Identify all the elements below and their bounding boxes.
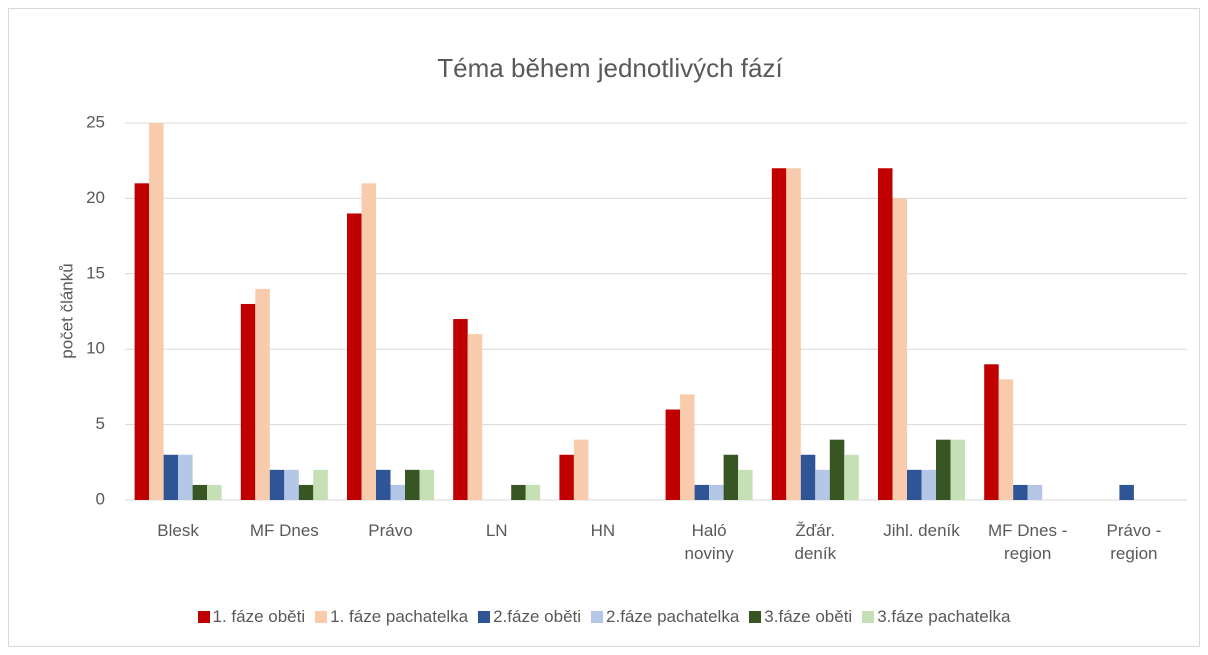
legend-label: 3.fáze oběti [764,607,853,626]
bar [298,484,314,500]
x-tick-label: Jihl. deník [883,521,960,540]
x-tick-label: HN [590,521,616,540]
y-tick-label: 20 [86,188,105,207]
bar [984,364,999,500]
legend-item: 1. fáze oběti [197,607,306,627]
bar [694,484,710,500]
bar [786,168,801,501]
x-tick-label: Haló noviny [684,521,734,563]
bar [844,454,859,500]
legend-label: 1. fáze oběti [212,607,306,626]
y-tick-label: 25 [86,112,105,131]
bar [511,484,526,500]
legend-swatch [197,611,210,623]
legend-swatch [862,611,875,623]
bar [665,409,681,500]
bar [998,379,1014,500]
y-tick-label: 0 [96,489,105,508]
bar [878,168,893,501]
bar [467,334,483,500]
bar [892,198,907,500]
legend: 1. fáze oběti 1. fáze pachatelka 2.fáze ob… [0,607,1208,627]
bar [453,319,468,500]
bar [815,469,830,500]
bar [347,213,362,501]
bar [573,439,589,500]
legend-swatch [478,611,491,623]
bar [1013,484,1028,500]
bar [950,439,965,500]
bar [907,469,922,500]
bar [405,469,420,500]
y-tick-label: 10 [86,339,105,358]
legend-label: 2.fáze oběti [493,607,582,626]
x-tick-label: Blesk [157,521,199,540]
legend-swatch [749,611,762,623]
bar [269,469,285,500]
bar [361,183,376,500]
y-tick-label: 5 [96,414,105,433]
bar [829,439,845,500]
bar [192,484,208,500]
legend-item: 2.fáze pachatelka [591,607,739,627]
bar [134,183,150,500]
x-tick-label: Právo [368,521,413,540]
bar [771,168,787,501]
bar [163,454,179,500]
bar [240,303,256,500]
chart-border [8,8,1200,647]
y-tick-label: 15 [86,263,105,282]
bar [738,469,753,500]
legend-label: 2.fáze pachatelka [606,607,740,626]
bar [559,454,574,500]
bar [1119,484,1134,500]
legend-item: 3.fáze pachatelka [862,607,1010,627]
legend-item: 3.fáze oběti [749,607,852,627]
legend-item: 2.fáze oběti [478,607,581,627]
bar [149,123,164,500]
bar [525,484,541,500]
legend-swatch [315,611,328,623]
bar [390,484,405,500]
x-tick-label: Právo - region [1106,521,1162,563]
y-axis-label: počet článků [57,263,76,358]
bar [284,469,299,500]
bar [419,469,434,500]
legend-label: 3.fáze pachatelka [877,607,1011,626]
x-tick-label: MF Dnes [249,521,319,540]
bar [178,454,193,500]
bar [680,394,695,500]
bar [709,484,724,500]
x-tick-label: LN [485,521,508,540]
legend-swatch [591,611,604,623]
chart-title: Téma během jednotlivých fází [437,53,783,83]
bar [376,469,391,500]
bar [800,454,816,500]
bar [723,454,739,500]
bar [255,288,270,500]
legend-label: 1. fáze pachatelka [330,607,469,626]
bar [1027,484,1043,500]
x-tick-label: MF Dnes - region [988,521,1068,563]
bar [207,484,222,500]
bar [936,439,951,500]
bar [921,469,936,500]
x-tick-label: Žďár. deník [794,521,837,563]
legend-item: 1. fáze pachatelka [315,607,468,627]
bar [313,469,328,500]
